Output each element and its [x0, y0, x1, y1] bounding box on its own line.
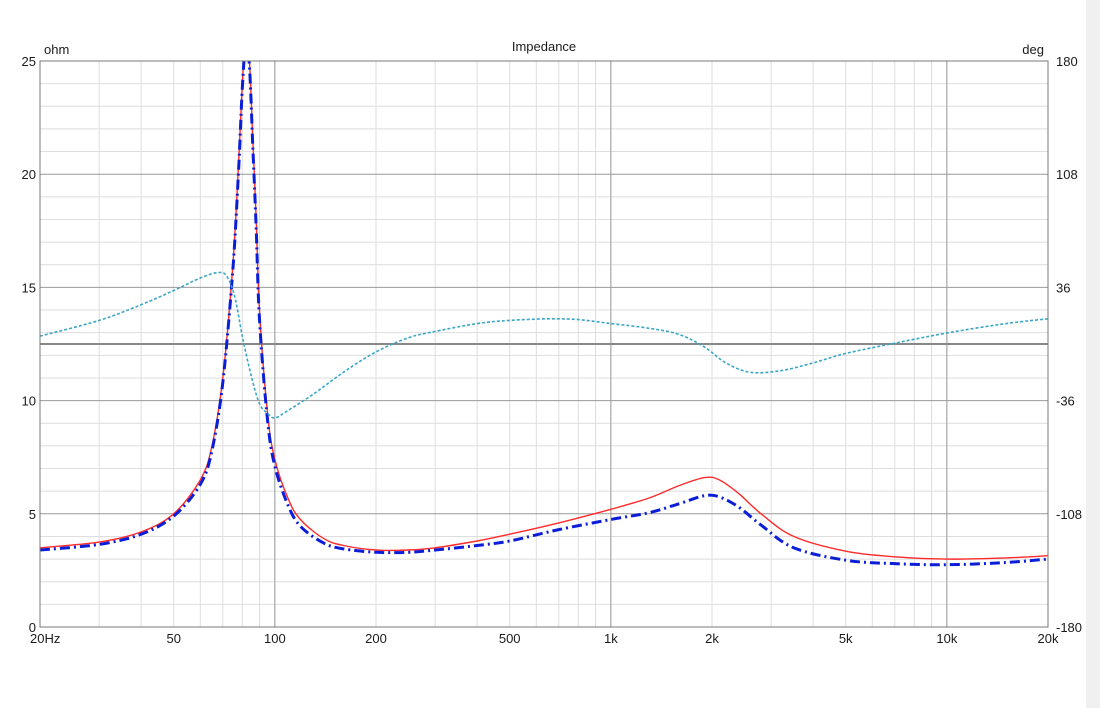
x-tick-label: 500	[499, 631, 521, 646]
x-tick-label: 20Hz	[30, 631, 60, 646]
y-right-tick-labels: -180 -108 -36 36 108 180	[1056, 54, 1082, 635]
y-left-tick-label: 15	[22, 280, 36, 295]
chart-title: Impedance	[512, 39, 576, 54]
y-left-tick-label: 5	[29, 507, 36, 522]
x-tick-label: 1k	[604, 631, 618, 646]
y-left-tick-label: 25	[22, 54, 36, 69]
y-right-tick-label: 36	[1056, 280, 1070, 295]
y-left-unit-label: ohm	[44, 42, 69, 57]
x-tick-label: 50	[166, 631, 180, 646]
y-right-tick-label: -108	[1056, 507, 1082, 522]
y-right-tick-label: 108	[1056, 167, 1078, 182]
y-left-tick-label: 0	[29, 620, 36, 635]
x-tick-labels: 20Hz 50 100 200 500 1k 2k 5k 10k 20k	[30, 631, 1059, 646]
series-line-1	[40, 61, 1048, 567]
y-right-tick-label: -36	[1056, 394, 1075, 409]
y-left-tick-labels: 0 5 10 15 20 25	[22, 54, 36, 635]
series-layer	[40, 61, 1048, 567]
x-tick-label: 200	[365, 631, 387, 646]
x-tick-label: 5k	[839, 631, 853, 646]
x-tick-label: 2k	[705, 631, 719, 646]
y-left-tick-label: 20	[22, 167, 36, 182]
x-tick-label: 20k	[1038, 631, 1059, 646]
vertical-scrollbar[interactable]	[1086, 0, 1100, 708]
x-tick-label: 10k	[936, 631, 957, 646]
y-right-tick-label: 180	[1056, 54, 1078, 69]
plot-frame	[39, 60, 1049, 628]
y-left-tick-label: 10	[22, 394, 36, 409]
y-right-unit-label: deg	[1022, 42, 1044, 57]
x-tick-label: 100	[264, 631, 286, 646]
y-right-tick-label: -180	[1056, 620, 1082, 635]
